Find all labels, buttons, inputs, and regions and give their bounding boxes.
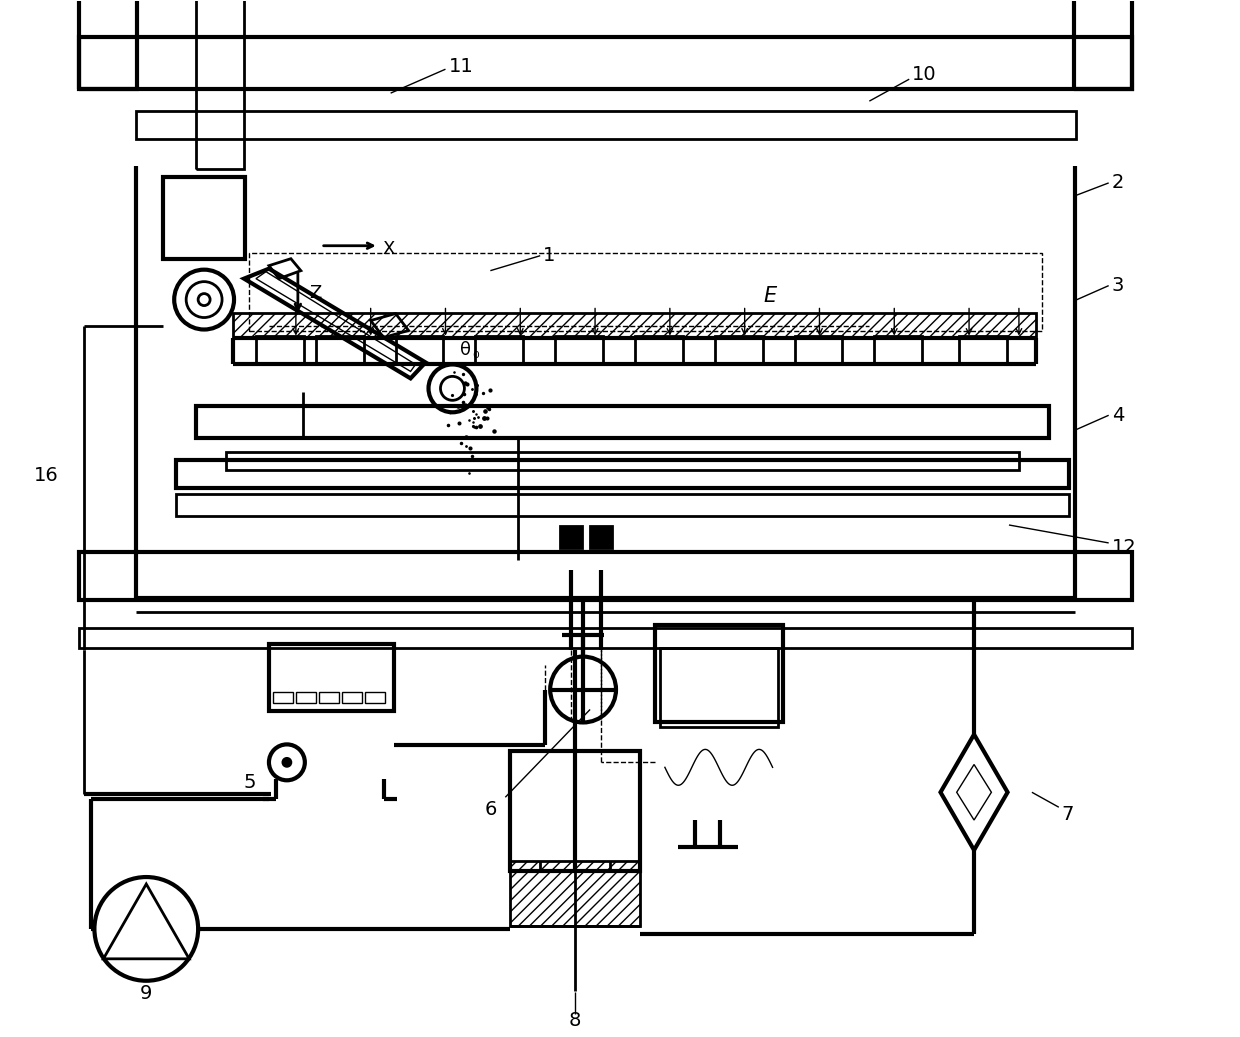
Text: ₀: ₀ (472, 344, 479, 363)
Text: 11: 11 (449, 57, 474, 76)
Bar (635, 336, 683, 364)
Text: 12: 12 (1112, 538, 1136, 558)
Text: 4: 4 (1112, 405, 1123, 425)
Text: 5: 5 (243, 773, 255, 792)
Circle shape (283, 758, 291, 766)
Bar (269, 644, 393, 711)
Bar (176, 494, 1069, 516)
Bar (560, 526, 582, 548)
Bar (365, 692, 384, 702)
Bar (475, 336, 523, 364)
Bar (655, 624, 782, 723)
Text: 8: 8 (569, 1011, 582, 1030)
Bar (319, 692, 339, 702)
Bar (79, 37, 1132, 89)
Text: 3: 3 (1112, 276, 1123, 296)
Bar (590, 526, 613, 548)
Bar (556, 336, 603, 364)
Bar (79, 627, 1132, 648)
Bar (795, 336, 842, 364)
Bar (196, 0, 244, 169)
Bar (874, 336, 923, 364)
Bar (273, 692, 293, 702)
Bar (714, 336, 763, 364)
Bar (959, 336, 1007, 364)
Text: 10: 10 (913, 64, 937, 84)
Bar (136, 111, 1076, 139)
Bar (249, 253, 1042, 331)
Bar (255, 336, 304, 364)
Text: 1: 1 (543, 246, 556, 265)
Text: 7: 7 (1061, 805, 1074, 823)
Bar (511, 861, 640, 926)
Bar (660, 648, 777, 727)
Text: 6: 6 (484, 800, 496, 819)
Text: 9: 9 (140, 984, 153, 1003)
Bar (79, 552, 1132, 599)
Bar (226, 452, 1019, 470)
Bar (342, 692, 362, 702)
Text: Z: Z (309, 283, 321, 302)
Bar (233, 312, 1035, 338)
Bar (164, 177, 246, 258)
Text: 16: 16 (35, 466, 60, 484)
Text: 2: 2 (1112, 173, 1123, 193)
Bar (196, 407, 1049, 439)
Bar (316, 336, 363, 364)
Bar (79, 0, 138, 89)
Bar (296, 692, 316, 702)
Bar (176, 460, 1069, 488)
Text: θ: θ (460, 341, 471, 360)
Bar (396, 336, 444, 364)
Bar (511, 752, 640, 871)
Text: X: X (383, 240, 396, 258)
Bar (1074, 0, 1132, 89)
Text: E: E (763, 285, 776, 306)
